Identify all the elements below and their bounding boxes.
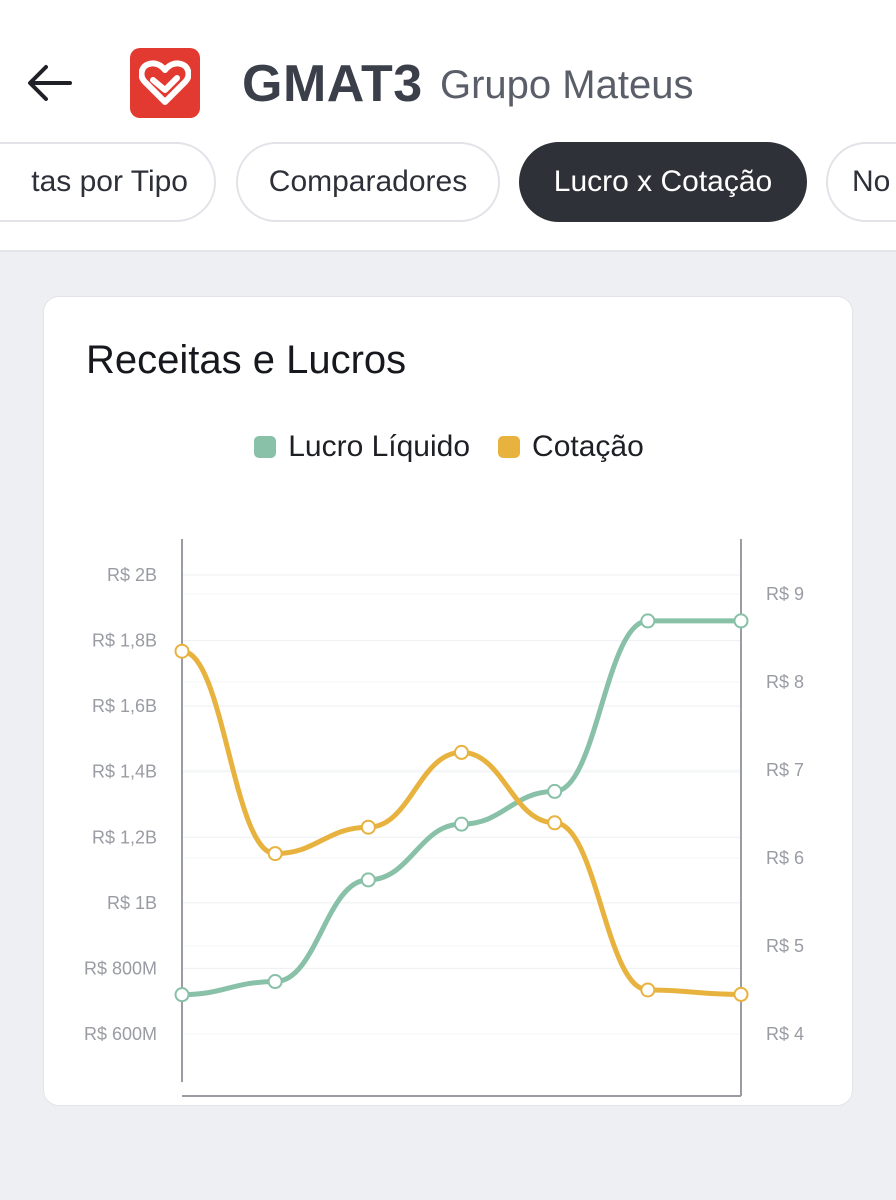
tab-comparadores[interactable]: Comparadores — [236, 142, 500, 222]
legend-label-cotacao: Cotação — [532, 430, 644, 463]
data-point-lucro — [640, 613, 656, 629]
back-button[interactable] — [22, 56, 76, 110]
legend-swatch-lucro — [254, 436, 277, 458]
legend-label-lucro: Lucro Líquido — [288, 430, 471, 463]
left-tick-label: R$ 600M — [84, 1024, 157, 1044]
right-tick-label: R$ 9 — [766, 584, 804, 604]
right-tick-label: R$ 4 — [766, 1024, 804, 1044]
legend-item-cotacao[interactable]: Cotação — [498, 430, 644, 464]
series-line-lucro — [179, 618, 744, 998]
left-tick-label: R$ 1,2B — [92, 827, 157, 847]
data-point-lucro — [267, 974, 283, 990]
data-point-cotacao — [547, 815, 563, 831]
legend-swatch-cotacao — [498, 436, 521, 458]
data-point-cotacao — [267, 846, 283, 862]
tab-receitas-por-tipo[interactable]: tas por Tipo — [0, 142, 216, 222]
left-tick-label: R$ 2B — [107, 565, 157, 585]
line-chart: R$ 600M R$ 800M R$ 1B R$ 1,2B R$ 1,4B R$ 1,6B… — [84, 539, 804, 1097]
tab-bar: tas por Tipo Comparadores Lucro x Cotaçã… — [0, 142, 896, 224]
data-point-cotacao — [454, 744, 469, 760]
chart-legend: Lucro Líquido Cotação — [44, 427, 854, 467]
data-point-lucro — [547, 783, 563, 799]
data-point-lucro — [360, 872, 376, 888]
ticker-symbol: GMAT3 — [242, 55, 423, 113]
data-point-lucro — [174, 987, 190, 1003]
chart-title: Receitas e Lucros — [86, 338, 407, 382]
left-tick-label: R$ 800M — [84, 958, 157, 978]
chart-card: Receitas e Lucros Lucro Líquido Cotação … — [43, 296, 853, 1106]
left-tick-label: R$ 1,4B — [92, 762, 157, 782]
legend-item-lucro[interactable]: Lucro Líquido — [254, 430, 470, 464]
left-tick-label: R$ 1B — [107, 893, 157, 913]
right-tick-label: R$ 5 — [766, 936, 804, 956]
heart-logo-icon — [139, 60, 191, 105]
company-logo — [130, 48, 200, 118]
right-tick-label: R$ 6 — [766, 848, 804, 868]
data-point-lucro — [454, 816, 469, 832]
data-point-cotacao — [174, 643, 190, 659]
data-point-cotacao — [640, 982, 656, 998]
company-name: Grupo Mateus — [440, 63, 694, 107]
app-header: GMAT3 Grupo Mateus tas por Tipo Comparad… — [0, 0, 896, 252]
data-point-lucro — [733, 613, 749, 629]
tab-noticias[interactable]: No — [826, 142, 896, 222]
right-tick-label: R$ 7 — [766, 760, 804, 780]
arrow-left-icon — [28, 65, 72, 101]
data-point-cotacao — [733, 986, 749, 1002]
left-tick-label: R$ 1,8B — [92, 631, 157, 651]
tab-lucro-x-cotacao[interactable]: Lucro x Cotação — [519, 142, 807, 222]
left-tick-label: R$ 1,6B — [92, 696, 157, 716]
right-tick-label: R$ 8 — [766, 672, 804, 692]
data-point-cotacao — [360, 819, 376, 835]
